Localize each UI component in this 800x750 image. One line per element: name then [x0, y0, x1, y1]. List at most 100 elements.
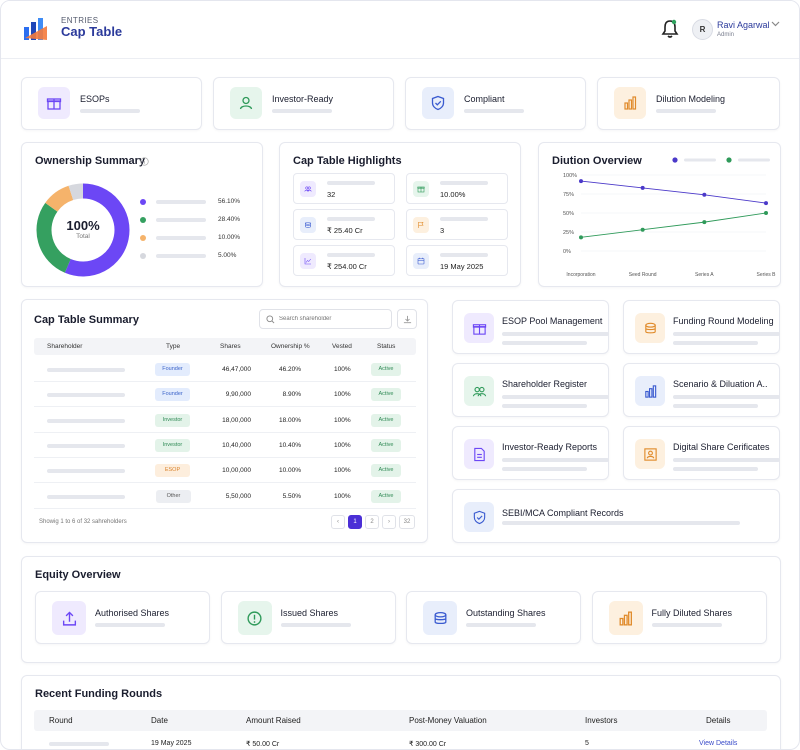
status-badge: Active	[371, 464, 401, 478]
feature-label: Dilution Modeling	[656, 94, 726, 104]
ownership-cell: 18.00%	[278, 416, 301, 424]
page-1-button[interactable]: 1	[348, 515, 362, 529]
search-input[interactable]	[279, 313, 387, 325]
equity-card[interactable]: Outstanding Shares	[406, 591, 581, 644]
module-card[interactable]: ESOP Pool Management	[452, 300, 609, 354]
table-row[interactable]: Founder 9,90,000 8.90% 100% Active	[34, 382, 416, 408]
module-card[interactable]: SEBI/MCA Compliant Records	[452, 489, 780, 543]
feature-card-dilution-modeling[interactable]: Dilution Modeling	[597, 77, 780, 130]
equity-card[interactable]: Issued Shares	[220, 591, 396, 644]
module-card[interactable]: Funding Round Modeling	[623, 300, 780, 354]
shares-cell: 10,00,000	[222, 467, 251, 475]
funding-table-header	[34, 710, 767, 731]
x-tick-label: Incorporation	[566, 272, 595, 278]
col-date[interactable]: Date	[151, 716, 168, 725]
type-badge: ESOP	[155, 464, 190, 478]
prev-page-button[interactable]: ‹	[331, 515, 345, 529]
col-ownership[interactable]: Ownership %	[271, 343, 310, 350]
placeholder-bar	[464, 109, 524, 113]
summary-title: Cap Table Summary	[34, 314, 139, 326]
highlight-label-placeholder	[327, 181, 375, 185]
placeholder-bar	[502, 458, 609, 462]
table-row[interactable]: Investor 18,00,000 18.00% 100% Active	[34, 408, 416, 433]
placeholder-bar	[280, 623, 351, 627]
alert-circle-icon	[237, 601, 272, 635]
feature-card-esops[interactable]: ESOPs	[21, 77, 202, 130]
module-card[interactable]: Shareholder Register	[452, 363, 609, 417]
upload-icon	[52, 601, 86, 635]
page-2-button[interactable]: 2	[365, 515, 379, 529]
table-footer-text: Showig 1 to 6 of 32 sahreholders	[39, 519, 127, 525]
donut-center-label: Total	[76, 233, 90, 240]
col-vested[interactable]: Vested	[332, 343, 352, 350]
placeholder-bar	[673, 332, 780, 336]
bar-chart-icon	[635, 376, 665, 406]
col-details[interactable]: Details	[706, 716, 731, 725]
x-tick-label: Series A	[695, 272, 714, 278]
last-page-button[interactable]: 32	[399, 515, 415, 529]
vested-cell: 100%	[334, 441, 351, 449]
user-name[interactable]: Ravi Agarwal	[717, 20, 770, 30]
placeholder-bar	[272, 109, 332, 113]
col-status[interactable]: Status	[377, 343, 396, 350]
round-placeholder	[49, 742, 109, 746]
logo-icon	[24, 18, 47, 40]
donut-center-value: 100%	[66, 218, 100, 233]
module-card[interactable]: Digital Share Cerificates	[623, 426, 780, 480]
bell-icon[interactable]	[661, 19, 679, 39]
table-row[interactable]: Other 5,50,000 5.50% 100% Active	[34, 484, 416, 509]
highlights-title: Cap Table Highlights	[293, 155, 402, 167]
placeholder-bar	[502, 404, 587, 408]
feature-label: Investor-Ready	[272, 94, 334, 104]
bar-chart-icon	[614, 87, 646, 119]
download-icon	[403, 315, 412, 324]
table-row[interactable]: ESOP 10,00,000 10.00% 100% Active	[34, 458, 416, 484]
col-shareholder[interactable]: Shareholder	[47, 343, 83, 350]
col-investors[interactable]: Investors	[585, 716, 618, 725]
ownership-cell: 46.20%	[278, 366, 301, 373]
col-round[interactable]: Round	[49, 716, 73, 725]
highlight-tile: ₹ 254.00 Cr	[293, 245, 395, 276]
highlight-label-placeholder	[440, 217, 488, 221]
search-box[interactable]	[259, 309, 392, 329]
placeholder-bar	[80, 109, 140, 113]
col-valuation[interactable]: Post-Money Valuation	[409, 716, 487, 725]
donut-slice-2	[45, 185, 74, 212]
info-icon[interactable]	[140, 157, 149, 166]
bar-chart-icon	[608, 601, 643, 635]
download-button[interactable]	[397, 309, 417, 329]
col-shares[interactable]: Shares	[220, 343, 241, 350]
equity-label: Outstanding Shares	[466, 608, 546, 618]
equity-card[interactable]: Authorised Shares	[35, 591, 210, 644]
placeholder-bar	[673, 341, 758, 345]
y-tick-label: 0%	[563, 249, 571, 255]
highlight-label-placeholder	[440, 253, 488, 257]
legend-dot	[140, 235, 146, 241]
next-page-button[interactable]: ›	[382, 515, 396, 529]
module-card[interactable]: Scenario & Diluation A..	[623, 363, 780, 417]
module-card[interactable]: Investor-Ready Reports	[452, 426, 609, 480]
equity-card[interactable]: Fully Diluted Shares	[591, 591, 767, 644]
table-header	[34, 338, 416, 355]
view-details-link[interactable]: View Details	[699, 740, 738, 747]
legend-label-placeholder	[738, 158, 770, 162]
feature-card-investor-ready[interactable]: Investor-Ready	[213, 77, 394, 130]
placeholder-bar	[502, 521, 740, 525]
legend-label-placeholder	[156, 236, 206, 240]
highlight-label-placeholder	[327, 253, 375, 257]
col-amount[interactable]: Amount Raised	[246, 716, 301, 725]
placeholder-bar	[673, 404, 758, 408]
feature-card-compliant[interactable]: Compliant	[405, 77, 586, 130]
col-type[interactable]: Type	[166, 343, 181, 350]
funding-investors: 5	[585, 740, 589, 747]
table-row[interactable]: Founder 46,47,000 46.20% 100% Active	[34, 357, 416, 382]
highlight-tile: 19 May 2025	[406, 245, 508, 276]
chevron-down-icon[interactable]	[771, 21, 780, 27]
table-row[interactable]: Investor 10,40,000 10.40% 100% Active	[34, 433, 416, 458]
shares-cell: 18,00,000	[222, 416, 251, 424]
avatar[interactable]: R	[692, 19, 713, 40]
highlight-tile: 3	[406, 209, 508, 240]
y-tick-label: 50%	[563, 211, 574, 217]
placeholder-bar	[651, 623, 722, 627]
